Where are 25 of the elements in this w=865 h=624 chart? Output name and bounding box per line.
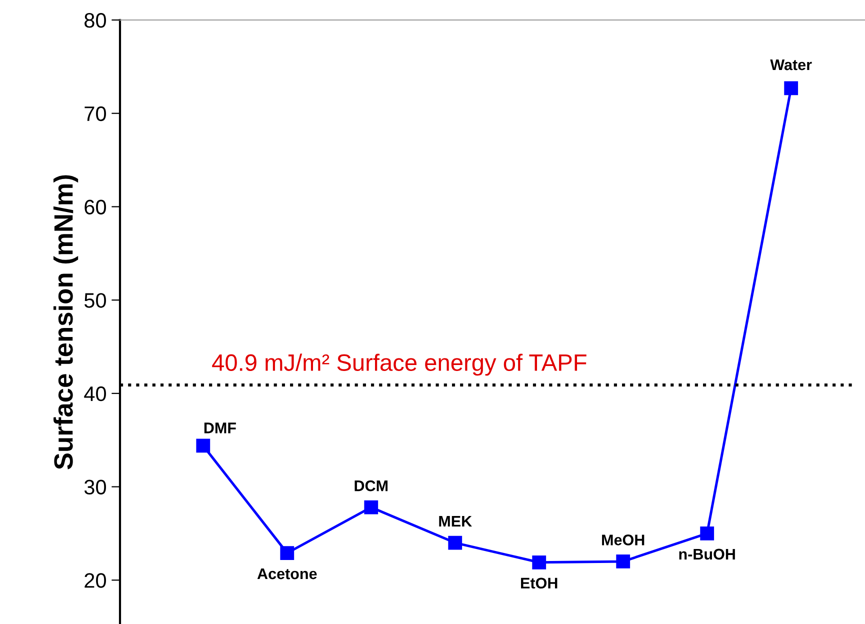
point — [280, 546, 294, 560]
y-tick-label: 50 — [84, 293, 106, 308]
point — [364, 500, 378, 514]
point — [700, 526, 714, 540]
x-tick-label: Water — [770, 60, 812, 70]
y-tick-label: 40 — [84, 386, 106, 402]
ref-line-label: 40.9 mJ/m² Surface energy of TAPF — [212, 354, 586, 376]
y-tick-label: 60 — [84, 200, 106, 214]
point — [532, 555, 546, 570]
y-tick-label: 70 — [84, 106, 106, 122]
point — [196, 438, 210, 453]
x-tick-label: DMF — [204, 422, 236, 434]
y-tick-label: 80 — [84, 13, 106, 28]
y-axis-title: Surface tension (mN/m) — [53, 175, 78, 470]
point — [448, 536, 462, 550]
x-tick-label: EtOH — [521, 578, 558, 589]
x-tick-label: Acetone — [257, 568, 317, 580]
x-tick-label: MEK — [439, 516, 472, 527]
x-tick-label: n-BuOH — [679, 548, 735, 560]
y-tick-label: 30 — [84, 480, 106, 495]
x-tick-label: DCM — [354, 480, 388, 492]
x-tick-label: MeOH — [602, 534, 644, 546]
point — [784, 81, 798, 96]
point — [616, 554, 630, 568]
y-tick-label: 20 — [84, 573, 106, 588]
